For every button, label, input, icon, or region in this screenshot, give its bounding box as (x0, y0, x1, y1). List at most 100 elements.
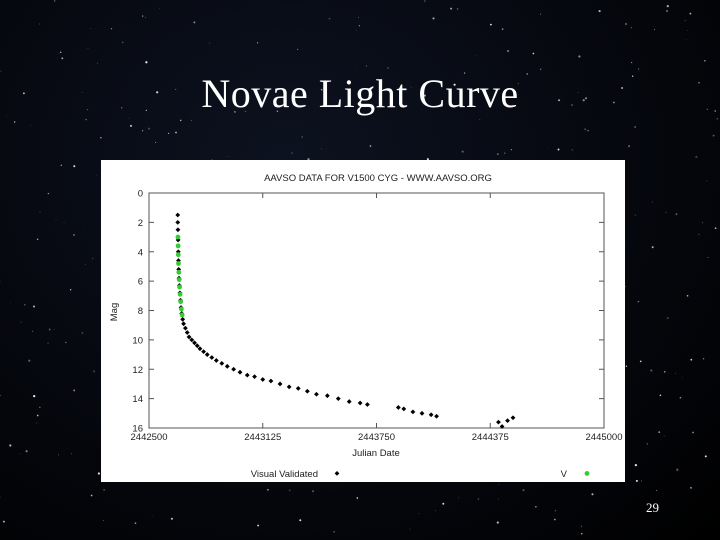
star-dot (97, 472, 101, 475)
x-tick-label: 2443750 (358, 432, 395, 443)
star-dot (2, 520, 5, 523)
star-dot (707, 256, 709, 258)
star-dot (151, 516, 153, 517)
visual-data-point (434, 413, 439, 419)
star-dot (57, 58, 59, 59)
star-dot (193, 21, 196, 24)
star-dot (90, 27, 91, 29)
star-dot (712, 134, 715, 137)
star-dot (283, 100, 286, 103)
star-dot (653, 29, 656, 31)
visual-data-point (499, 424, 505, 429)
star-dot (369, 145, 372, 147)
star-dot (706, 180, 708, 182)
star-dot (689, 12, 692, 15)
visual-data-point (496, 419, 501, 425)
star-dot (20, 453, 21, 455)
star-dot (625, 23, 627, 25)
star-dot (33, 394, 36, 398)
star-dot (129, 124, 133, 127)
visual-data-point (184, 330, 190, 335)
visual-data-point (180, 316, 186, 322)
star-dot (297, 48, 299, 50)
star-dot (418, 513, 420, 515)
star-dot (148, 127, 151, 130)
v-band-data-point (175, 252, 181, 258)
legend-marker (584, 471, 590, 476)
star-dot (103, 489, 105, 491)
star-dot (706, 108, 708, 110)
star-dot (14, 121, 16, 123)
visual-data-point (410, 409, 416, 415)
visual-data-point (505, 418, 510, 424)
x-tick-label: 2444375 (472, 432, 509, 443)
star-dot (702, 358, 705, 360)
star-dot (584, 97, 588, 100)
chart-title: AAVSO DATA FOR V1500 CYG - WWW.AAVSO.ORG (264, 173, 492, 184)
star-dot (426, 158, 429, 161)
star-dot (128, 117, 130, 119)
star-dot (458, 497, 459, 499)
star-dot (170, 517, 173, 520)
star-dot (612, 101, 615, 104)
visual-data-point (194, 343, 200, 349)
star-dot (507, 49, 510, 53)
star-dot (142, 15, 144, 17)
star-dot (435, 510, 437, 512)
star-dot (321, 148, 322, 150)
star-dot (621, 86, 624, 90)
star-dot (58, 454, 60, 456)
visual-data-point (197, 346, 203, 352)
star-dot (70, 289, 72, 291)
star-dot (684, 20, 686, 22)
star-dot (650, 369, 653, 372)
star-dot (558, 99, 561, 102)
star-dot (358, 25, 361, 27)
x-tick-label: 2445000 (586, 432, 623, 443)
star-dot (328, 17, 331, 20)
visual-data-point (244, 372, 250, 378)
visual-data-point (428, 412, 434, 418)
light-curve-chart: AAVSO DATA FOR V1500 CYG - WWW.AAVSO.ORG… (101, 160, 625, 482)
star-dot (91, 257, 94, 260)
star-dot (39, 406, 41, 408)
visual-data-point (183, 325, 188, 331)
star-dot (463, 72, 466, 74)
star-dot (631, 75, 634, 77)
star-dot (179, 119, 182, 122)
star-dot (82, 229, 84, 231)
star-dot (96, 62, 99, 64)
star-dot (276, 110, 279, 113)
star-dot (22, 92, 25, 95)
star-dot (134, 522, 137, 524)
visual-data-point (314, 391, 319, 397)
star-dot (581, 532, 583, 535)
y-tick-label: 4 (138, 247, 143, 258)
star-dot (456, 8, 459, 10)
star-dot (28, 359, 31, 362)
star-dot (716, 117, 719, 120)
y-tick-label: 6 (138, 277, 143, 288)
star-dot (510, 149, 512, 151)
star-dot (122, 41, 124, 43)
star-dot (156, 91, 159, 94)
star-dot (228, 156, 229, 157)
star-dot (634, 463, 638, 467)
star-dot (666, 317, 669, 320)
star-dot (81, 92, 83, 94)
star-dot (60, 51, 62, 53)
star-dot (504, 152, 506, 154)
star-dot (424, 0, 426, 2)
star-dot (591, 493, 594, 496)
visual-data-point (419, 410, 425, 416)
visual-data-point (209, 355, 215, 360)
star-dot (498, 498, 499, 500)
star-dot (155, 141, 157, 143)
star-dot (628, 145, 630, 147)
star-dot (267, 488, 269, 491)
star-dot (698, 82, 700, 84)
star-dot (65, 341, 67, 344)
star-dot (356, 30, 358, 31)
visual-data-point (277, 381, 283, 387)
